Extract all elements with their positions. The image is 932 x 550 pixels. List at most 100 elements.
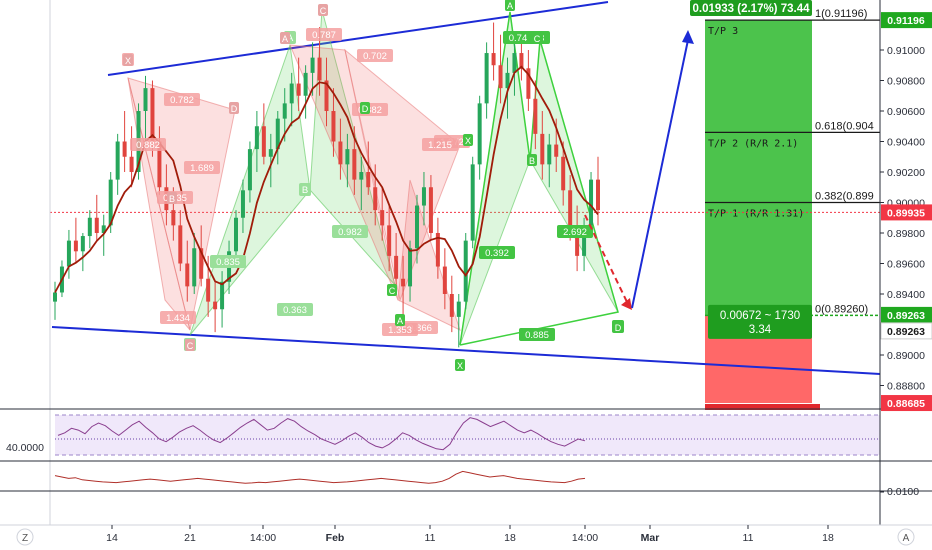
green-pattern-label: A (287, 33, 294, 44)
candle-body (568, 190, 573, 226)
fib-level-label: 0(0.89260) (815, 303, 868, 315)
candle-body (73, 240, 78, 252)
candle-body (108, 179, 113, 226)
candle-body (547, 144, 552, 165)
candle-body (533, 98, 538, 134)
red-pattern-label-box (184, 161, 220, 174)
candle-body (143, 88, 148, 111)
candle-body (491, 53, 496, 66)
profit-zone (705, 20, 812, 315)
candle-body (359, 172, 364, 180)
pattern-point-letter: D (231, 104, 238, 114)
red-pattern-label-box (130, 138, 166, 151)
red-pattern-label: 0.866 (408, 323, 432, 334)
candle-body (303, 72, 308, 96)
candle-body (387, 225, 392, 256)
pattern-point-box (280, 32, 290, 44)
pattern-point-box (360, 102, 370, 114)
red-pattern-3 (289, 44, 399, 301)
candle-body (408, 248, 413, 287)
green-pattern-label: 0.835 (216, 257, 240, 268)
price-tag-box (881, 395, 932, 412)
target-move-arrowhead (682, 30, 694, 44)
red-pattern-label: 1.353 (388, 325, 412, 336)
pattern-point-letter: C (389, 286, 396, 296)
price-tag-box (881, 12, 932, 29)
green-pattern-label-box (557, 225, 593, 238)
green-pattern-label: 0.982 (338, 227, 362, 238)
red-pattern-label-box (382, 323, 418, 336)
fib-level-label: 0.618(0.904 (815, 120, 874, 132)
y-tick-label: 0.90400 (887, 137, 925, 149)
pattern-point-box (318, 4, 328, 16)
pattern-point-box (463, 134, 473, 146)
pattern-point-box (387, 284, 397, 296)
main-price-pane: 1(0.91196) 0.618(0.904 0.382(0.899 0(0.8926… (50, 0, 881, 410)
candle-body (366, 172, 371, 188)
candle-body (317, 57, 322, 81)
red-pattern-label: 0.882 (136, 140, 160, 151)
x-tick-label: Feb (326, 532, 345, 544)
price-tag-box (881, 306, 932, 323)
timezone-icon[interactable] (16, 528, 34, 546)
fib-level-label: 1(0.91196) (815, 8, 867, 20)
candle-body (589, 179, 594, 226)
auto-scale-icon-label: A (903, 533, 910, 544)
x-tick-label: 11 (743, 532, 754, 544)
rsi-value-box (0, 440, 48, 454)
price-tag-box (880, 322, 932, 340)
fib-level-label: 0.382(0.899 (815, 191, 874, 203)
candle-body (380, 210, 385, 226)
candle-body (435, 233, 440, 267)
green-pattern-label: 0.363 (283, 305, 307, 316)
y-tick-label: 0.89400 (887, 289, 925, 301)
auto-scale-icon[interactable] (897, 528, 915, 546)
x-tick-label: 18 (822, 532, 834, 544)
pattern-point-box (123, 54, 133, 66)
candle-body (101, 225, 106, 233)
candle-body (512, 53, 517, 73)
candle-body (463, 240, 468, 302)
candle-body (80, 236, 85, 252)
price-tag-label: 0.89935 (887, 207, 925, 219)
candle-body (206, 278, 211, 302)
candle-body (442, 266, 447, 294)
candle-body (401, 278, 406, 287)
pattern-point-letter: C (320, 6, 327, 16)
green-pattern-label: 2.692 (563, 227, 587, 238)
price-tag-label: 0.89263 (887, 326, 925, 338)
pattern-point-letter: B (529, 156, 535, 166)
red-pattern-label: 0.787 (312, 30, 336, 41)
green-pattern-label-box (299, 183, 311, 196)
price-tag-label: 0.89263 (887, 310, 925, 322)
pattern-point-box (185, 339, 195, 351)
pattern-point-box (532, 32, 542, 44)
rsi-value-label: 40.0000 (6, 442, 44, 454)
green-pattern-label: 0.885 (525, 330, 549, 341)
candle-body (192, 248, 197, 287)
candle-body (596, 179, 600, 211)
green-pattern-label-box (277, 303, 313, 316)
red-pattern-label-box (357, 49, 393, 62)
candle-body (150, 88, 155, 142)
rsi-pane: 40.0000 (0, 414, 880, 456)
pattern-point-letter: D (362, 104, 369, 114)
candle-body (498, 65, 503, 89)
red-pattern-label: 0.782 (170, 95, 194, 106)
red-pattern-label: 0.702 (363, 51, 387, 62)
green-pattern-label: 0.74 (509, 33, 528, 44)
green-pattern-label-box (503, 31, 533, 44)
candle-body (66, 240, 71, 267)
candle-body (261, 126, 266, 157)
pattern-point-letter: C (534, 34, 541, 44)
y-tick-label: 0.90600 (887, 106, 925, 118)
lower-indicator-line (54, 470, 586, 484)
red-pattern-label: 1.434 (166, 313, 190, 324)
candle-body (254, 126, 259, 150)
candle-body (282, 103, 287, 119)
pattern-point-box (505, 0, 515, 11)
candle-body (87, 217, 92, 237)
projected-move-arrow (584, 214, 628, 303)
candle-body (247, 149, 252, 191)
